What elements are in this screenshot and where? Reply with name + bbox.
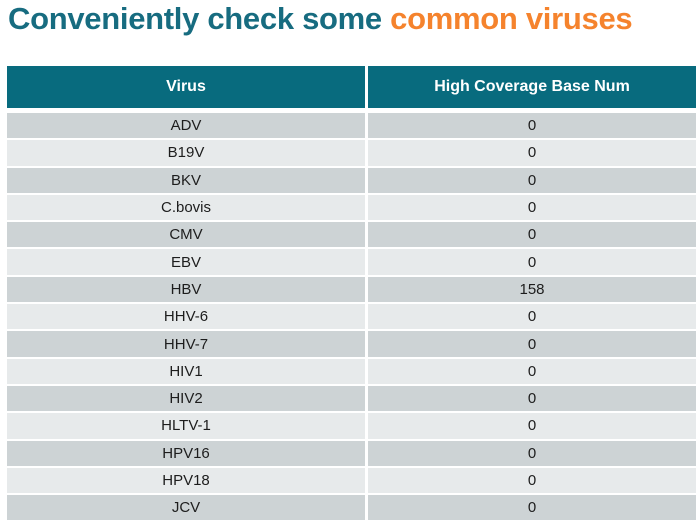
coverage-value-cell: 0	[368, 140, 696, 166]
coverage-value-cell: 0	[368, 304, 696, 330]
column-header-virus: Virus	[7, 66, 365, 108]
virus-name-cell: HHV-7	[7, 331, 365, 357]
table-row: HBV 158	[7, 276, 696, 303]
title-main-text: Conveniently check some	[8, 1, 391, 36]
coverage-value-cell: 0	[368, 167, 696, 193]
table-row: EBV 0	[7, 249, 696, 275]
coverage-value-cell: 0	[368, 331, 696, 357]
table-row: CMV 0	[7, 222, 696, 248]
table-row: HIV2 0	[7, 385, 696, 412]
coverage-value-cell: 0	[368, 249, 696, 275]
virus-name-cell: HPV16	[7, 440, 365, 466]
virus-name-cell: BKV	[7, 167, 365, 193]
coverage-value-cell: 0	[368, 495, 696, 521]
table-row: BKV 0	[7, 167, 696, 193]
virus-name-cell: HIV2	[7, 385, 365, 412]
table-row: HLTV-1 0	[7, 413, 696, 439]
table-row: B19V 0	[7, 140, 696, 166]
virus-coverage-table: Virus High Coverage Base Num ADV 0 B19V …	[7, 66, 696, 521]
virus-name-cell: JCV	[7, 495, 365, 521]
table-row: C.bovis 0	[7, 194, 696, 221]
virus-name-cell: C.bovis	[7, 194, 365, 221]
coverage-value-cell: 158	[368, 276, 696, 303]
table-row: HPV16 0	[7, 440, 696, 466]
virus-name-cell: HPV18	[7, 467, 365, 494]
table-header-row: Virus High Coverage Base Num	[7, 66, 696, 108]
virus-name-cell: HLTV-1	[7, 413, 365, 439]
coverage-value-cell: 0	[368, 440, 696, 466]
virus-name-cell: ADV	[7, 113, 365, 139]
virus-name-cell: B19V	[7, 140, 365, 166]
table-row: HHV-6 0	[7, 304, 696, 330]
table-row: HHV-7 0	[7, 331, 696, 357]
virus-name-cell: EBV	[7, 249, 365, 275]
column-header-coverage: High Coverage Base Num	[368, 66, 696, 108]
table-row: JCV 0	[7, 495, 696, 521]
coverage-value-cell: 0	[368, 358, 696, 384]
coverage-value-cell: 0	[368, 467, 696, 494]
table-row: HIV1 0	[7, 358, 696, 384]
virus-name-cell: HIV1	[7, 358, 365, 384]
coverage-value-cell: 0	[368, 113, 696, 139]
coverage-value-cell: 0	[368, 194, 696, 221]
table-row: ADV 0	[7, 113, 696, 139]
title-highlight-text: common viruses	[390, 1, 633, 36]
table-body: ADV 0 B19V 0 BKV 0 C.bovis 0 CMV 0 EBV 0…	[7, 113, 696, 521]
virus-name-cell: HBV	[7, 276, 365, 303]
coverage-value-cell: 0	[368, 385, 696, 412]
coverage-value-cell: 0	[368, 222, 696, 248]
page-title: Conveniently check some common viruses	[0, 0, 696, 36]
table-row: HPV18 0	[7, 467, 696, 494]
virus-name-cell: CMV	[7, 222, 365, 248]
coverage-value-cell: 0	[368, 413, 696, 439]
virus-name-cell: HHV-6	[7, 304, 365, 330]
